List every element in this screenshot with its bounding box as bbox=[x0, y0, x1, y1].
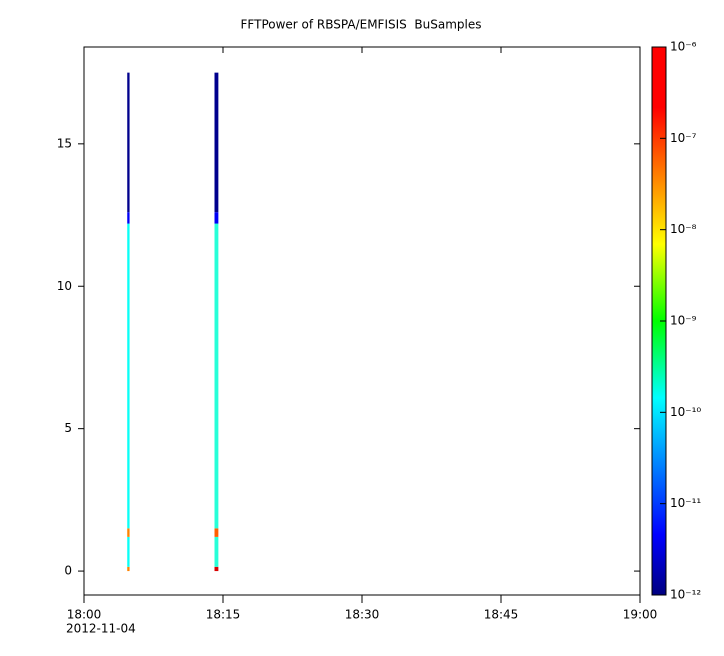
x-date-label: 2012-11-04 bbox=[66, 622, 136, 636]
spectrogram-cell bbox=[127, 536, 130, 567]
spectrogram-cell bbox=[127, 72, 130, 213]
y-tick-label: 0 bbox=[64, 564, 72, 578]
spectrogram-cell bbox=[214, 212, 219, 224]
spectrogram-cell bbox=[214, 536, 219, 567]
x-tick-label: 18:30 bbox=[345, 608, 380, 622]
x-tick-label: 18:45 bbox=[484, 608, 519, 622]
colorbar-tick-label: 10⁻⁹ bbox=[670, 314, 697, 328]
spectrogram-cell bbox=[214, 566, 219, 572]
y-tick-label: 10 bbox=[57, 279, 72, 293]
x-tick-label: 18:15 bbox=[206, 608, 241, 622]
spectrogram-cell bbox=[127, 223, 130, 529]
spectrogram-cell bbox=[127, 212, 130, 224]
spectrogram-cell bbox=[127, 566, 130, 572]
colorbar-tick-label: 10⁻⁷ bbox=[670, 131, 697, 145]
colorbar-tick-label: 10⁻⁶ bbox=[670, 40, 697, 54]
spectrogram-cell bbox=[214, 223, 219, 529]
x-tick-label: 19:00 bbox=[623, 608, 658, 622]
colorbar-tick-label: 10⁻¹² bbox=[670, 588, 701, 602]
y-tick-label: 15 bbox=[57, 136, 72, 150]
chart-title: FFTPower of RBSPA/EMFISIS BuSamples bbox=[241, 18, 482, 32]
spectrogram-cell bbox=[214, 72, 219, 213]
colorbar-tick-label: 10⁻⁸ bbox=[670, 222, 697, 236]
y-tick-label: 5 bbox=[64, 421, 72, 435]
spectrogram-cell bbox=[214, 528, 219, 537]
spectrogram-cell bbox=[127, 528, 130, 537]
x-tick-label: 18:00 bbox=[67, 608, 102, 622]
colorbar-tick-label: 10⁻¹⁰ bbox=[670, 405, 701, 419]
colorbar-tick-label: 10⁻¹¹ bbox=[670, 496, 701, 510]
